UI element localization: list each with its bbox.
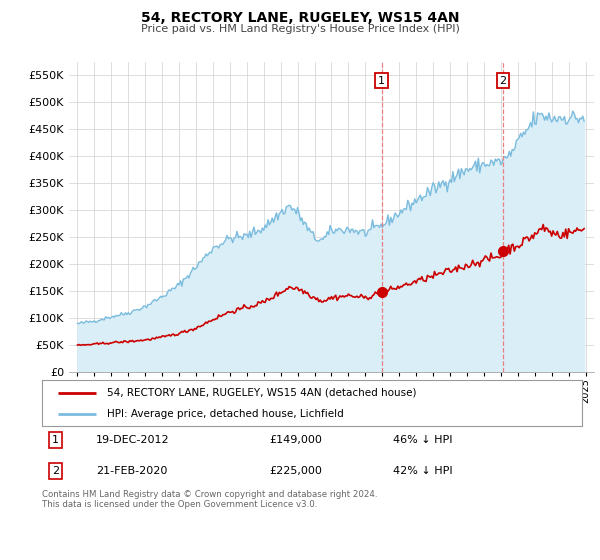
Text: £149,000: £149,000 (269, 435, 322, 445)
Text: £225,000: £225,000 (269, 466, 322, 476)
Text: 1: 1 (52, 435, 59, 445)
Text: 54, RECTORY LANE, RUGELEY, WS15 4AN (detached house): 54, RECTORY LANE, RUGELEY, WS15 4AN (det… (107, 388, 416, 398)
Text: Price paid vs. HM Land Registry's House Price Index (HPI): Price paid vs. HM Land Registry's House … (140, 24, 460, 34)
Text: 21-FEB-2020: 21-FEB-2020 (96, 466, 167, 476)
Text: HPI: Average price, detached house, Lichfield: HPI: Average price, detached house, Lich… (107, 409, 344, 419)
Text: 2: 2 (52, 466, 59, 476)
Text: 1: 1 (378, 76, 385, 86)
Text: 2: 2 (499, 76, 506, 86)
Text: 46% ↓ HPI: 46% ↓ HPI (393, 435, 452, 445)
Text: 54, RECTORY LANE, RUGELEY, WS15 4AN: 54, RECTORY LANE, RUGELEY, WS15 4AN (141, 11, 459, 25)
Text: 19-DEC-2012: 19-DEC-2012 (96, 435, 170, 445)
Text: Contains HM Land Registry data © Crown copyright and database right 2024.
This d: Contains HM Land Registry data © Crown c… (42, 490, 377, 510)
Text: 42% ↓ HPI: 42% ↓ HPI (393, 466, 452, 476)
